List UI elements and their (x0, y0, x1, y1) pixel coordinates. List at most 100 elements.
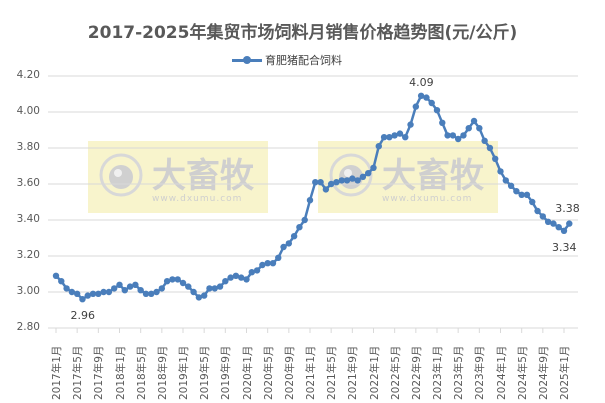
data-point[interactable] (211, 285, 218, 292)
data-point[interactable] (95, 290, 102, 297)
data-point[interactable] (142, 290, 150, 297)
data-point[interactable] (100, 288, 107, 296)
data-point[interactable] (105, 288, 113, 296)
data-point[interactable] (359, 173, 367, 180)
data-point[interactable] (306, 197, 314, 204)
data-point[interactable] (338, 177, 345, 184)
data-point[interactable] (158, 285, 166, 292)
data-point[interactable] (111, 285, 118, 292)
data-point[interactable] (89, 290, 97, 297)
data-point[interactable] (185, 283, 192, 290)
data-point[interactable] (58, 278, 65, 285)
data-point[interactable] (566, 220, 573, 227)
data-point[interactable] (486, 144, 494, 152)
data-point[interactable] (264, 260, 271, 267)
data-point[interactable] (380, 134, 388, 141)
data-point[interactable] (454, 135, 462, 143)
data-point[interactable] (507, 182, 515, 189)
data-point[interactable] (417, 92, 425, 100)
data-point[interactable] (132, 281, 139, 288)
data-point[interactable] (412, 103, 420, 110)
data-point[interactable] (481, 137, 488, 144)
data-point[interactable] (153, 288, 160, 296)
data-point[interactable] (560, 227, 568, 234)
data-point[interactable] (375, 143, 382, 150)
data-point[interactable] (349, 175, 356, 182)
data-point[interactable] (253, 267, 261, 274)
data-point[interactable] (518, 191, 525, 198)
data-point[interactable] (200, 292, 208, 299)
data-point[interactable] (296, 224, 303, 231)
data-point[interactable] (534, 207, 541, 215)
data-point[interactable] (444, 132, 451, 139)
data-point[interactable] (290, 233, 298, 240)
data-point[interactable] (73, 290, 81, 297)
data-point[interactable] (502, 177, 509, 184)
data-point[interactable] (275, 254, 282, 261)
data-point[interactable] (232, 272, 240, 279)
data-point[interactable] (523, 191, 531, 198)
data-point[interactable] (317, 179, 324, 186)
data-point[interactable] (280, 243, 287, 251)
data-point[interactable] (79, 296, 86, 303)
data-point[interactable] (402, 134, 409, 141)
data-point[interactable] (497, 168, 504, 175)
data-point[interactable] (428, 99, 435, 107)
data-point[interactable] (148, 290, 155, 297)
data-point[interactable] (449, 132, 457, 139)
data-point[interactable] (312, 179, 319, 186)
data-point[interactable] (322, 186, 330, 193)
data-point[interactable] (222, 278, 229, 285)
data-point[interactable] (248, 269, 255, 276)
legend[interactable]: 育肥猪配合饲料 (232, 52, 342, 68)
data-point[interactable] (63, 285, 70, 292)
data-point[interactable] (492, 155, 499, 162)
data-point[interactable] (216, 283, 224, 290)
data-point[interactable] (243, 276, 250, 283)
data-point[interactable] (301, 216, 308, 224)
data-point[interactable] (206, 285, 213, 292)
data-point[interactable] (137, 287, 144, 294)
data-point[interactable] (333, 179, 340, 186)
data-point[interactable] (179, 279, 187, 287)
data-point[interactable] (386, 134, 393, 141)
data-point[interactable] (433, 107, 441, 114)
data-point[interactable] (550, 220, 557, 227)
data-point[interactable] (116, 281, 123, 288)
data-point[interactable] (555, 224, 562, 231)
data-point[interactable] (544, 218, 552, 225)
data-point[interactable] (126, 283, 134, 290)
data-point[interactable] (259, 261, 266, 269)
data-point[interactable] (529, 198, 536, 206)
data-point[interactable] (238, 274, 245, 281)
data-point[interactable] (285, 240, 293, 247)
data-point[interactable] (439, 119, 446, 127)
data-point[interactable] (539, 213, 547, 220)
data-point[interactable] (476, 125, 483, 132)
data-point[interactable] (370, 164, 377, 171)
data-point[interactable] (195, 294, 203, 301)
data-point[interactable] (396, 130, 404, 137)
data-point[interactable] (460, 132, 467, 139)
data-point[interactable] (174, 276, 181, 283)
data-point[interactable] (84, 292, 91, 299)
data-point[interactable] (227, 274, 234, 281)
data-point[interactable] (327, 180, 335, 188)
data-point[interactable] (365, 170, 372, 177)
data-point[interactable] (52, 272, 60, 279)
data-point[interactable] (343, 177, 351, 184)
data-point[interactable] (465, 125, 472, 132)
data-point[interactable] (423, 94, 430, 101)
data-point[interactable] (391, 132, 398, 139)
data-point[interactable] (470, 117, 478, 125)
data-point[interactable] (407, 121, 414, 128)
data-point[interactable] (121, 287, 128, 294)
data-point[interactable] (190, 288, 197, 296)
x-tick-label: 2022年9月 (410, 345, 423, 400)
data-point[interactable] (68, 288, 76, 296)
data-point[interactable] (169, 276, 176, 283)
data-point[interactable] (513, 188, 520, 195)
data-point[interactable] (163, 278, 171, 285)
data-point[interactable] (269, 260, 277, 267)
data-point[interactable] (354, 177, 361, 184)
